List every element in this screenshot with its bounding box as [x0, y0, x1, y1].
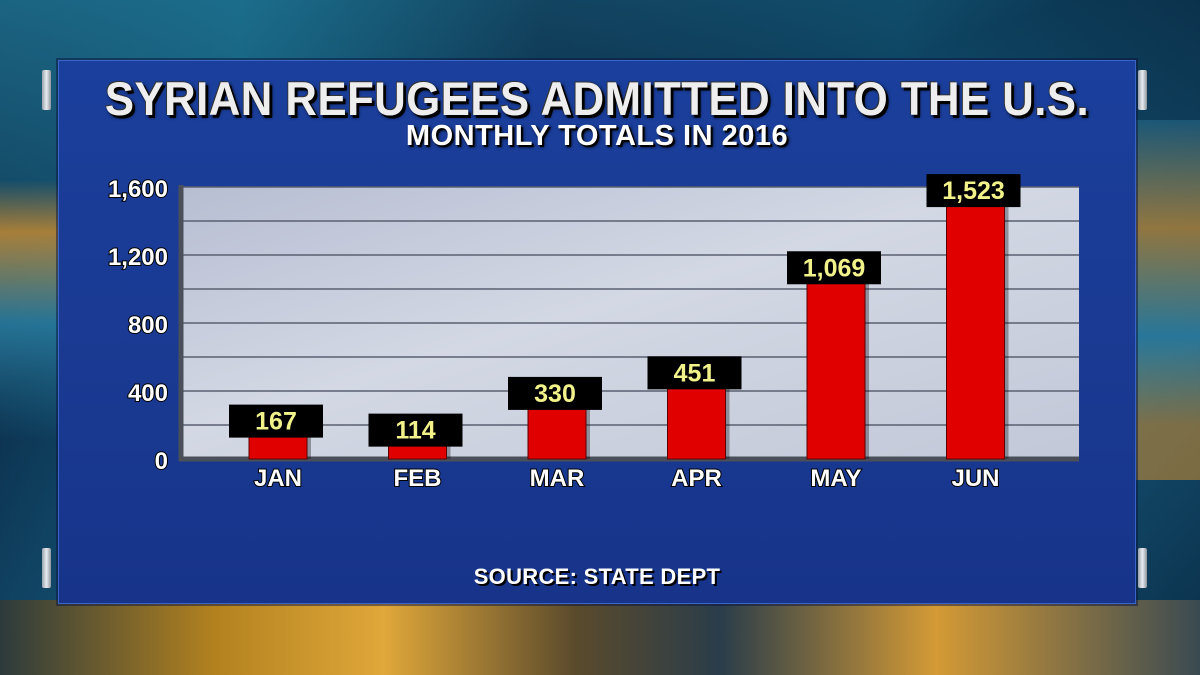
y-tick-label: 400: [128, 380, 168, 407]
data-label: 167: [255, 408, 297, 436]
x-tick-label: MAY: [810, 465, 861, 492]
chart-subtitle: MONTHLY TOTALS IN 2016: [405, 120, 789, 152]
bar-may: [806, 276, 866, 460]
source-note: SOURCE: STATE DEPT: [473, 564, 721, 589]
bar-mar: [527, 402, 587, 460]
data-label-box: [787, 251, 881, 285]
data-label-box: [926, 174, 1021, 208]
panel-bracket-bottom-left: [42, 548, 51, 588]
x-tick-label: MAR: [530, 465, 585, 492]
panel-bracket-bottom-right: [1138, 548, 1147, 588]
bar-apr: [667, 381, 726, 460]
data-label: 451: [674, 359, 716, 387]
data-label: 1,069: [803, 254, 866, 282]
data-label: 114: [395, 417, 435, 445]
data-label: 1,523: [942, 177, 1005, 205]
bar-chart: 0 400 800 1,200 1,600 JAN 167 FEB 114 MAR 330 APR 4…: [107, 174, 1079, 493]
bar-jun: [946, 199, 1005, 460]
chart-panel: SYRIAN REFUGEES ADMITTED INTO THE U.S. M…: [58, 60, 1136, 604]
background-floor: [0, 600, 1200, 675]
panel-bracket-top-left: [42, 70, 51, 110]
y-tick-label: 1,200: [108, 244, 168, 271]
background-glow-right: [1130, 120, 1200, 480]
data-label-box: [647, 356, 742, 390]
data-label-box: [508, 376, 602, 410]
x-tick-label: JUN: [951, 465, 999, 492]
panel-bracket-top-right: [1138, 70, 1147, 110]
x-tick-label: APR: [671, 465, 722, 492]
y-tick-label: 1,600: [108, 176, 168, 203]
y-tick-label: 0: [155, 448, 168, 475]
x-tick-label: JAN: [254, 465, 302, 492]
data-label-box: [368, 413, 463, 447]
y-tick-label: 800: [128, 312, 168, 339]
data-label: 330: [534, 380, 576, 408]
x-tick-label: FEB: [394, 465, 442, 492]
data-label-box: [229, 404, 323, 438]
chart-title: SYRIAN REFUGEES ADMITTED INTO THE U.S.: [104, 72, 1090, 125]
